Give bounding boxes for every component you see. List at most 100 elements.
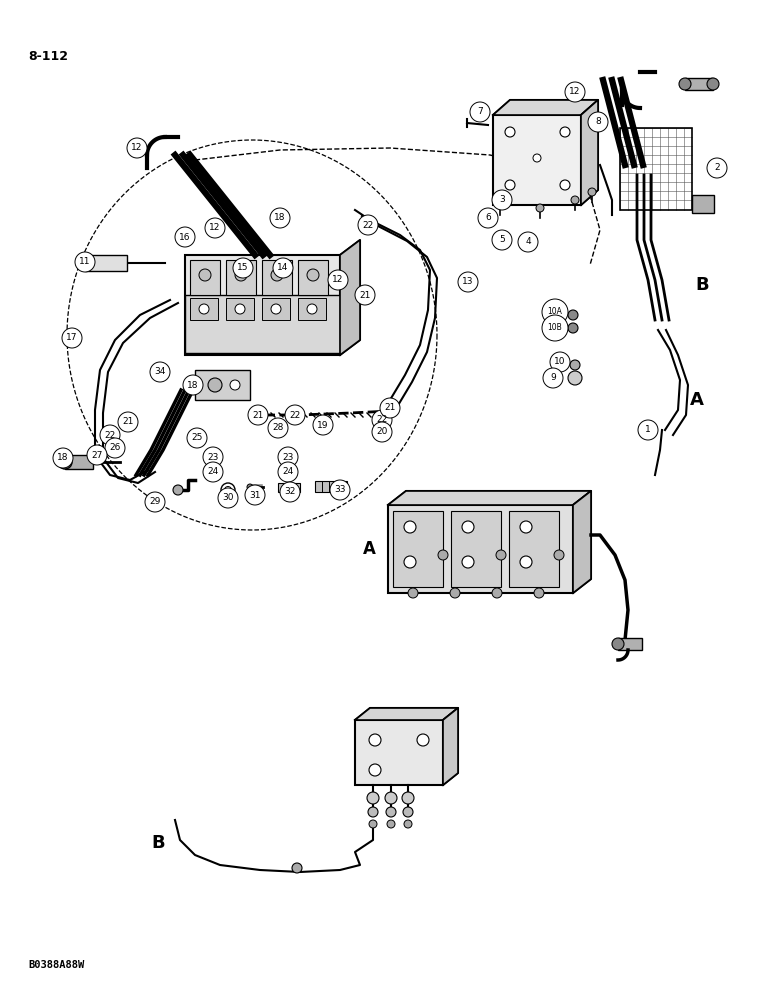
Circle shape bbox=[554, 550, 564, 560]
Circle shape bbox=[221, 483, 235, 497]
Text: 14: 14 bbox=[278, 263, 289, 272]
Text: 18: 18 bbox=[275, 214, 285, 223]
Circle shape bbox=[247, 484, 253, 490]
Circle shape bbox=[492, 230, 512, 250]
Circle shape bbox=[58, 455, 72, 469]
Polygon shape bbox=[443, 708, 458, 785]
Circle shape bbox=[560, 180, 570, 190]
Circle shape bbox=[328, 270, 348, 290]
Circle shape bbox=[505, 180, 515, 190]
Circle shape bbox=[203, 447, 223, 467]
Text: 8: 8 bbox=[595, 117, 601, 126]
Bar bbox=[262, 260, 292, 295]
Circle shape bbox=[145, 492, 165, 512]
Bar bbox=[226, 298, 254, 320]
Text: 29: 29 bbox=[149, 497, 161, 506]
Circle shape bbox=[372, 410, 392, 430]
Circle shape bbox=[368, 807, 378, 817]
Text: 9: 9 bbox=[550, 373, 556, 382]
Text: 12: 12 bbox=[131, 143, 143, 152]
Text: A: A bbox=[363, 540, 376, 558]
Circle shape bbox=[187, 428, 207, 448]
Text: 17: 17 bbox=[66, 334, 78, 342]
Text: 22: 22 bbox=[377, 416, 388, 424]
Circle shape bbox=[438, 550, 448, 560]
Circle shape bbox=[248, 405, 268, 425]
Circle shape bbox=[520, 521, 532, 533]
Text: B: B bbox=[695, 276, 708, 294]
Circle shape bbox=[588, 188, 596, 196]
Polygon shape bbox=[493, 100, 598, 115]
Circle shape bbox=[245, 485, 265, 505]
Text: 5: 5 bbox=[499, 235, 505, 244]
Text: 12: 12 bbox=[332, 275, 344, 284]
Polygon shape bbox=[581, 100, 598, 205]
Circle shape bbox=[199, 304, 209, 314]
Circle shape bbox=[87, 445, 107, 465]
Bar bbox=[493, 115, 581, 205]
Text: 24: 24 bbox=[282, 468, 293, 477]
Circle shape bbox=[105, 438, 125, 458]
Text: 11: 11 bbox=[80, 257, 90, 266]
Bar bbox=[451, 511, 501, 587]
Text: 19: 19 bbox=[317, 420, 328, 430]
Text: 24: 24 bbox=[207, 468, 218, 477]
Circle shape bbox=[505, 127, 515, 137]
Circle shape bbox=[542, 299, 568, 325]
Circle shape bbox=[62, 328, 82, 348]
Circle shape bbox=[330, 480, 350, 500]
Circle shape bbox=[404, 820, 412, 828]
Text: 22: 22 bbox=[105, 430, 115, 440]
Circle shape bbox=[402, 792, 414, 804]
Text: 33: 33 bbox=[335, 486, 346, 494]
Circle shape bbox=[496, 201, 504, 209]
Circle shape bbox=[612, 638, 624, 650]
Polygon shape bbox=[355, 708, 458, 720]
Bar bbox=[65, 455, 93, 469]
Polygon shape bbox=[340, 240, 360, 355]
Text: 2: 2 bbox=[714, 163, 720, 172]
Circle shape bbox=[372, 422, 392, 442]
Circle shape bbox=[270, 208, 290, 228]
Circle shape bbox=[518, 232, 538, 252]
Circle shape bbox=[369, 820, 377, 828]
Text: 7: 7 bbox=[477, 107, 483, 116]
Text: 21: 21 bbox=[122, 418, 133, 426]
Text: 3: 3 bbox=[499, 196, 505, 205]
Text: 22: 22 bbox=[289, 410, 300, 420]
Bar bbox=[195, 370, 250, 400]
Text: 18: 18 bbox=[57, 454, 69, 462]
Circle shape bbox=[707, 158, 727, 178]
Text: 27: 27 bbox=[91, 450, 103, 460]
Bar bbox=[388, 505, 573, 593]
Circle shape bbox=[534, 588, 544, 598]
Bar bbox=[685, 78, 713, 90]
Text: 32: 32 bbox=[285, 488, 296, 496]
Text: 28: 28 bbox=[272, 424, 284, 432]
Circle shape bbox=[313, 415, 333, 435]
Circle shape bbox=[53, 448, 73, 468]
Text: 26: 26 bbox=[109, 444, 121, 452]
Text: 30: 30 bbox=[222, 493, 234, 502]
Circle shape bbox=[205, 218, 225, 238]
Circle shape bbox=[492, 190, 512, 210]
Text: 12: 12 bbox=[209, 224, 221, 232]
Text: 1: 1 bbox=[645, 426, 651, 434]
Bar bbox=[298, 298, 326, 320]
Circle shape bbox=[568, 323, 578, 333]
Text: 10: 10 bbox=[555, 358, 565, 366]
Circle shape bbox=[280, 482, 300, 502]
Bar bbox=[278, 483, 300, 492]
Circle shape bbox=[173, 485, 183, 495]
Circle shape bbox=[462, 556, 474, 568]
Polygon shape bbox=[573, 491, 591, 593]
Bar bbox=[315, 481, 347, 492]
Circle shape bbox=[533, 154, 541, 162]
Circle shape bbox=[478, 208, 498, 228]
Circle shape bbox=[278, 462, 298, 482]
Circle shape bbox=[550, 352, 570, 372]
Circle shape bbox=[386, 807, 396, 817]
Circle shape bbox=[492, 588, 502, 598]
Bar bbox=[226, 260, 256, 295]
Circle shape bbox=[450, 588, 460, 598]
